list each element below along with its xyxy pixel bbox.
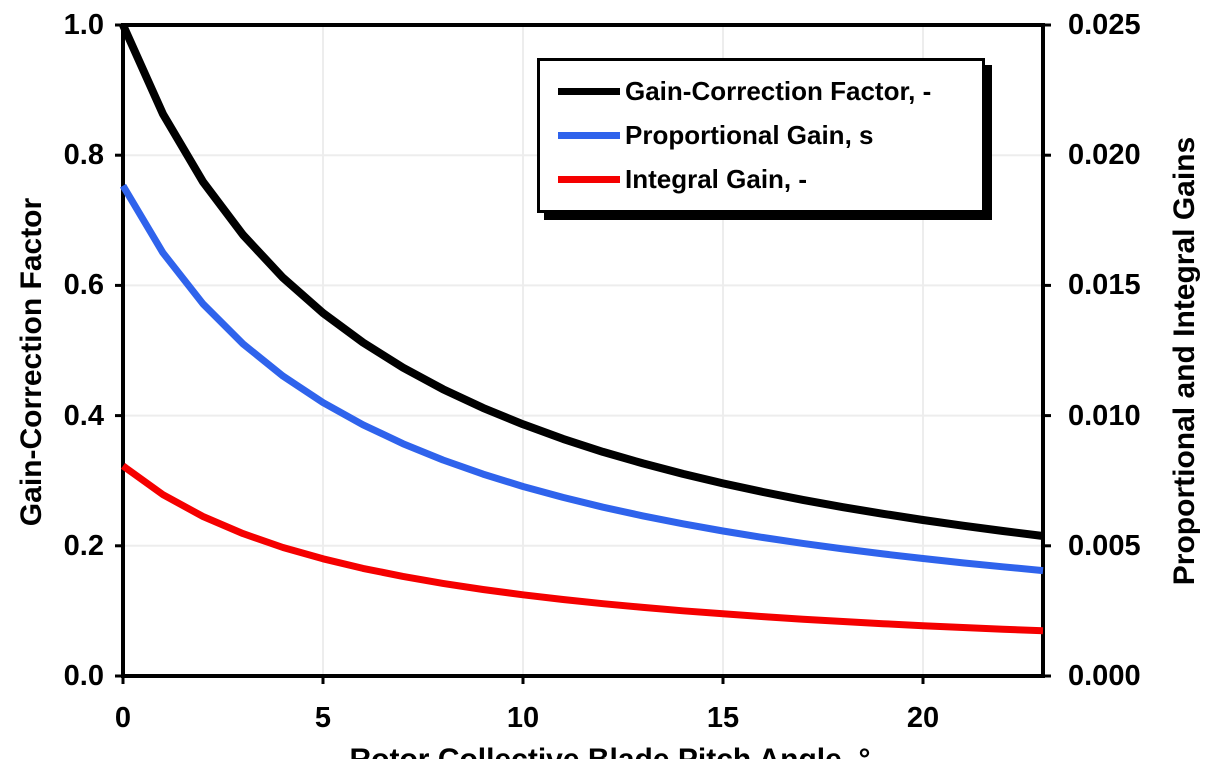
left-axis-tick-label: 0.2 xyxy=(63,529,104,562)
right-axis-tick-label: 0.000 xyxy=(1068,660,1141,692)
x-axis-tick-label: 0 xyxy=(114,702,132,734)
series-line-1 xyxy=(119,183,1044,575)
series-line-2 xyxy=(120,463,1044,635)
right-axis-tick-label: 0.020 xyxy=(1068,139,1141,172)
left-axis-tick-label: 0.0 xyxy=(63,660,104,692)
right-axis-tick-label: 0.015 xyxy=(1068,269,1141,302)
series-line-0 xyxy=(119,23,1044,540)
legend-line-swatch-integral-gain xyxy=(558,176,620,184)
x-axis-tick-label: 20 xyxy=(906,702,940,734)
right-axis-tick-label: 0.005 xyxy=(1068,529,1141,562)
left-axis-tick-label: 0.8 xyxy=(63,139,104,172)
left-axis-tick-label: 0.4 xyxy=(63,399,104,432)
legend-line-swatch-proportional-gain xyxy=(558,131,620,139)
left-axis-tick-label: 0.6 xyxy=(63,269,104,302)
legend-label-integral-gain: Integral Gain, - xyxy=(625,164,808,195)
legend-item-integral-gain: Integral Gain, - xyxy=(540,160,982,200)
legend-label-gain-correction-factor: Gain-Correction Factor, - xyxy=(625,75,932,106)
left-axis-title: Gain-Correction Factor xyxy=(15,197,48,527)
legend: Gain-Correction Factor, - Proportional G… xyxy=(537,58,985,213)
x-axis-tick-label: 5 xyxy=(314,702,332,734)
x-axis-tick-label: 10 xyxy=(506,702,540,734)
right-axis-tick-label: 0.025 xyxy=(1068,9,1141,41)
plot-frame xyxy=(121,23,1045,678)
x-axis-tick-label: 15 xyxy=(706,702,740,734)
x-axis-title: Rotor Collective Blade Pitch Angle, ° xyxy=(150,743,1070,759)
legend-item-proportional-gain: Proportional Gain, s xyxy=(540,115,982,155)
left-axis-tick-label: 1.0 xyxy=(63,9,104,41)
right-axis-tick-label: 0.010 xyxy=(1068,399,1141,432)
legend-item-gain-correction-factor: Gain-Correction Factor, - xyxy=(540,71,982,111)
legend-line-swatch-gain-correction-factor xyxy=(558,87,620,95)
legend-label-proportional-gain: Proportional Gain, s xyxy=(625,119,874,150)
